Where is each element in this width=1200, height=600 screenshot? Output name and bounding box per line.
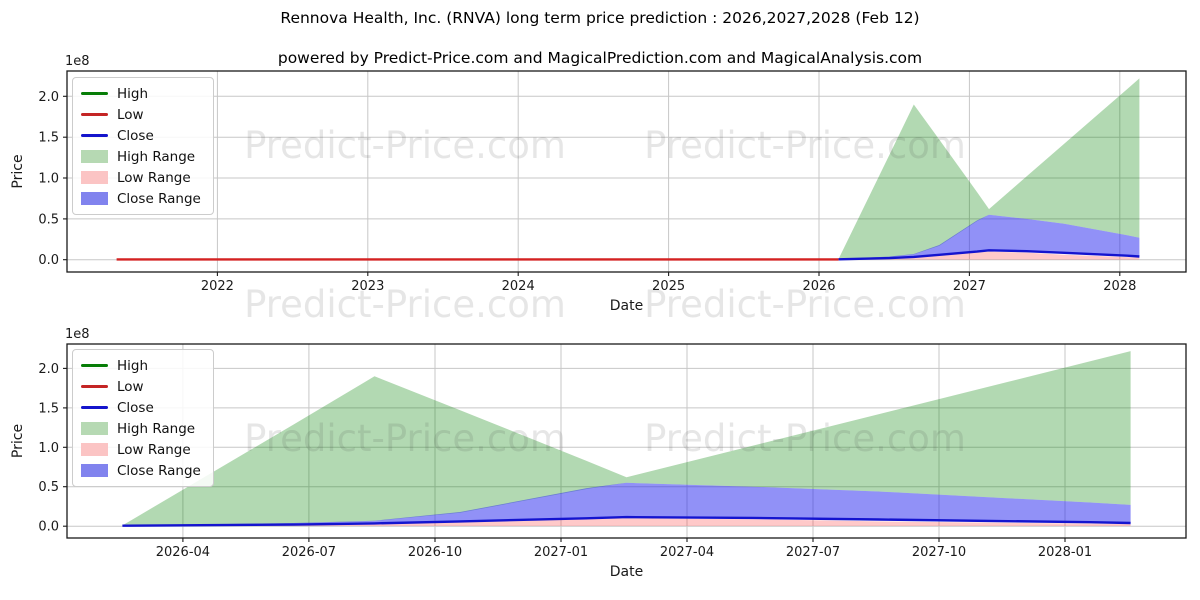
close-line (838, 249, 1140, 261)
legend-item-label: High Range (117, 148, 196, 165)
y-scale-offset-label: 1e8 (65, 327, 90, 342)
legend-item-high: High (81, 83, 203, 104)
y-tick-label: 1.5 (38, 401, 59, 416)
watermark-text: Predict-Price.com (244, 124, 566, 167)
legend-item-label: Close Range (117, 462, 201, 479)
y-tick-label: 2.0 (38, 90, 59, 105)
close-range-swatch-icon (81, 192, 108, 205)
legend-item-label: Low Range (117, 441, 191, 458)
legend-item-label: Low Range (117, 169, 191, 186)
y-axis-label: Price (10, 424, 26, 458)
high-range-swatch-icon (81, 422, 108, 435)
legend-item-label: Close Range (117, 190, 201, 207)
close-range-area (122, 482, 1131, 526)
x-tick-label: 2023 (351, 279, 384, 294)
x-tick-label: 2028 (1103, 279, 1136, 294)
x-tick-label: 2026 (802, 279, 835, 294)
watermarks: Predict-Price.com Predict-Price.com Predic… (244, 124, 966, 460)
y-tick-label: 0.0 (38, 520, 59, 535)
y-axis-label: Price (10, 154, 26, 188)
x-tick-label: 2024 (502, 279, 535, 294)
x-tick-label: 2027-07 (786, 545, 840, 560)
legend-item-label: Low (117, 106, 144, 123)
y-tick-label: 1.5 (38, 131, 59, 146)
watermark-text: Predict-Price.com (644, 124, 966, 167)
legend-item-close-range: Close Range (81, 460, 203, 481)
x-tick-label: 2028-01 (1038, 545, 1092, 560)
bottom-chart: 2026-04 2026-07 2026-10 2027-01 2027-04 2027-… (10, 327, 1187, 580)
legend-item-close-range: Close Range (81, 188, 203, 209)
legend-item-label: Close (117, 127, 154, 144)
legend-item-high: High (81, 355, 203, 376)
x-tick-label: 2026-10 (408, 545, 462, 560)
axes-frame (66, 70, 1187, 273)
legend-bottom: High Low Close High Range Low Range Close Ran… (72, 349, 214, 487)
high-range-area (122, 351, 1131, 526)
legend-item-label: Low (117, 378, 144, 395)
high-swatch-icon (81, 364, 108, 367)
high-range-swatch-icon (81, 150, 108, 163)
x-tick-label: 2027 (953, 279, 986, 294)
close-range-area (838, 214, 1140, 260)
close-swatch-icon (81, 134, 108, 137)
watermark-text: Predict-Price.com (644, 417, 966, 460)
high-swatch-icon (81, 92, 108, 95)
chart-subtitle: powered by Predict-Price.com and Magical… (277, 49, 923, 67)
legend-item-label: High (117, 85, 149, 102)
close-range-swatch-icon (81, 464, 108, 477)
y-tick-label: 1.0 (38, 172, 59, 187)
chart-title: Rennova Health, Inc. (RNVA) long term pr… (280, 9, 920, 27)
low-range-swatch-icon (81, 443, 108, 456)
x-tick-label: 2027-10 (912, 545, 966, 560)
x-tick-label: 2025 (652, 279, 685, 294)
y-tick-label: 0.0 (38, 253, 59, 268)
y-tick-label: 0.5 (38, 212, 59, 227)
x-axis-label: Date (610, 298, 643, 314)
x-tick-label: 2027-01 (534, 545, 588, 560)
low-swatch-icon (81, 385, 108, 388)
x-tick-label: 2027-04 (660, 545, 714, 560)
legend-item-close: Close (81, 397, 203, 418)
x-tick-label: 2026-07 (282, 545, 336, 560)
top-chart: 2022 2023 2024 2025 2026 2027 2028 0.0 0.5 1.0 1.5… (10, 54, 1187, 314)
close-swatch-icon (81, 406, 108, 409)
low-range-swatch-icon (81, 171, 108, 184)
watermark-text: Predict-Price.com (644, 283, 966, 326)
legend-item-label: High Range (117, 420, 196, 437)
x-axis-label: Date (610, 564, 643, 580)
x-tick-label: 2022 (201, 279, 234, 294)
watermark-text: Predict-Price.com (244, 417, 566, 460)
legend-item-label: High (117, 357, 149, 374)
legend-item-low-range: Low Range (81, 439, 203, 460)
legend-top: High Low Close High Range Low Range Close Ran… (72, 77, 214, 215)
axes-frame (66, 343, 1187, 539)
y-tick-label: 1.0 (38, 441, 59, 456)
y-tick-label: 0.5 (38, 480, 59, 495)
low-swatch-icon (81, 113, 108, 116)
legend-item-close: Close (81, 125, 203, 146)
high-range-area (838, 78, 1140, 260)
y-tick-label: 2.0 (38, 362, 59, 377)
legend-item-low: Low (81, 376, 203, 397)
y-scale-offset-label: 1e8 (65, 54, 90, 69)
legend-item-high-range: High Range (81, 146, 203, 167)
legend-item-low-range: Low Range (81, 167, 203, 188)
close-line (122, 515, 1131, 527)
legend-item-low: Low (81, 104, 203, 125)
legend-item-label: Close (117, 399, 154, 416)
legend-item-high-range: High Range (81, 418, 203, 439)
watermark-text: Predict-Price.com (244, 283, 566, 326)
x-tick-label: 2026-04 (156, 545, 210, 560)
